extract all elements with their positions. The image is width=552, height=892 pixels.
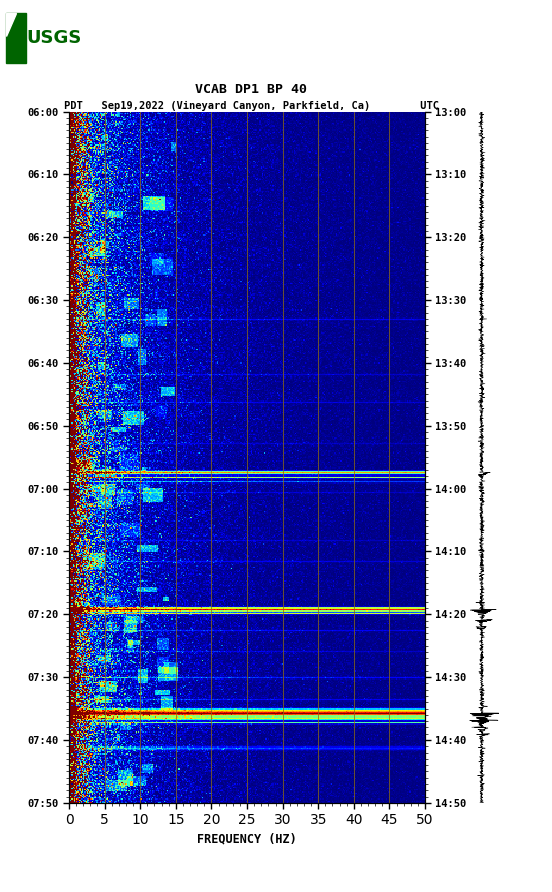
Text: PDT   Sep19,2022 (Vineyard Canyon, Parkfield, Ca)        UTC: PDT Sep19,2022 (Vineyard Canyon, Parkfie… bbox=[63, 101, 439, 111]
Text: USGS: USGS bbox=[26, 29, 82, 47]
X-axis label: FREQUENCY (HZ): FREQUENCY (HZ) bbox=[197, 833, 297, 846]
Bar bbox=[6, 13, 25, 63]
Polygon shape bbox=[6, 13, 17, 36]
Text: VCAB DP1 BP 40: VCAB DP1 BP 40 bbox=[195, 83, 307, 96]
